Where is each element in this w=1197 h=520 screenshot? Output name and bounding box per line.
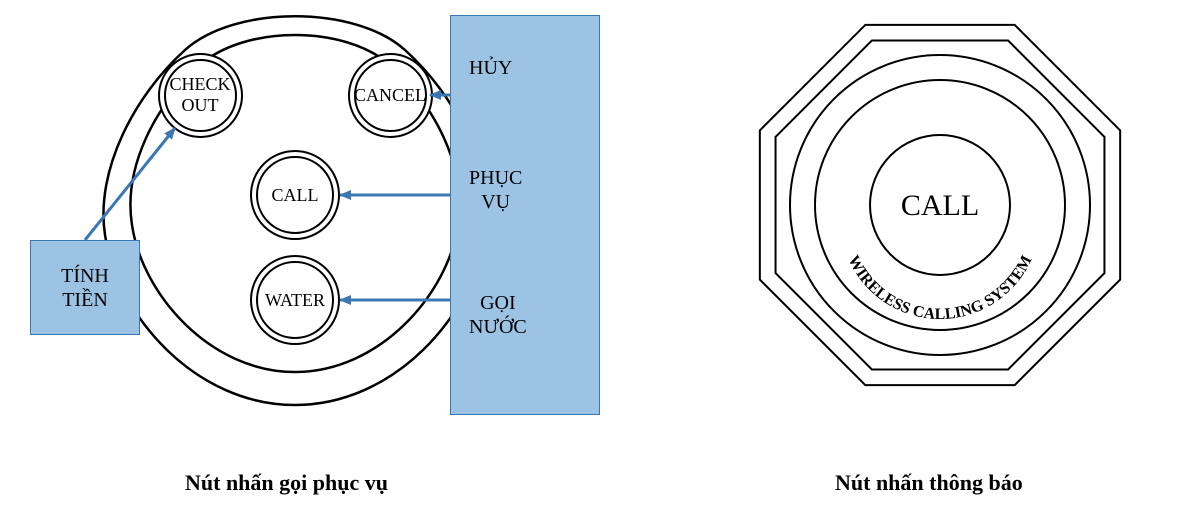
caption-left: Nút nhấn gọi phục vụ (185, 470, 388, 496)
button-cancel-label: CANCEL (354, 59, 427, 132)
button-check-out-label: CHECK OUT (164, 59, 237, 132)
button-water-label: WATER (256, 261, 334, 339)
button-cancel[interactable]: CANCEL (348, 53, 433, 138)
callout-right-panel: HỦY PHỤC VỤ GỌI NƯỚC (450, 15, 600, 415)
callout-tinh-tien: TÍNH TIỀN (30, 240, 140, 335)
curved-text-wireless-calling-system: WIRELESS CALLING SYSTEM (840, 185, 1040, 323)
button-water[interactable]: WATER (250, 255, 340, 345)
callout-right-item-0: HỦY (469, 56, 512, 80)
button-call-big[interactable]: CALL (870, 135, 1010, 275)
button-call[interactable]: CALL (250, 150, 340, 240)
callout-right-item-2: GỌI NƯỚC (469, 291, 527, 339)
svg-text:CALL: CALL (901, 189, 979, 222)
callout-right-item-1: PHỤC VỤ (469, 166, 522, 214)
callout-tinh-tien-label: TÍNH TIỀN (61, 264, 109, 312)
button-check-out[interactable]: CHECK OUT (158, 53, 243, 138)
button-call-label: CALL (256, 156, 334, 234)
svg-text:WIRELESS CALLING SYSTEM: WIRELESS CALLING SYSTEM (844, 253, 1035, 323)
caption-right: Nút nhấn thông báo (835, 470, 1023, 496)
